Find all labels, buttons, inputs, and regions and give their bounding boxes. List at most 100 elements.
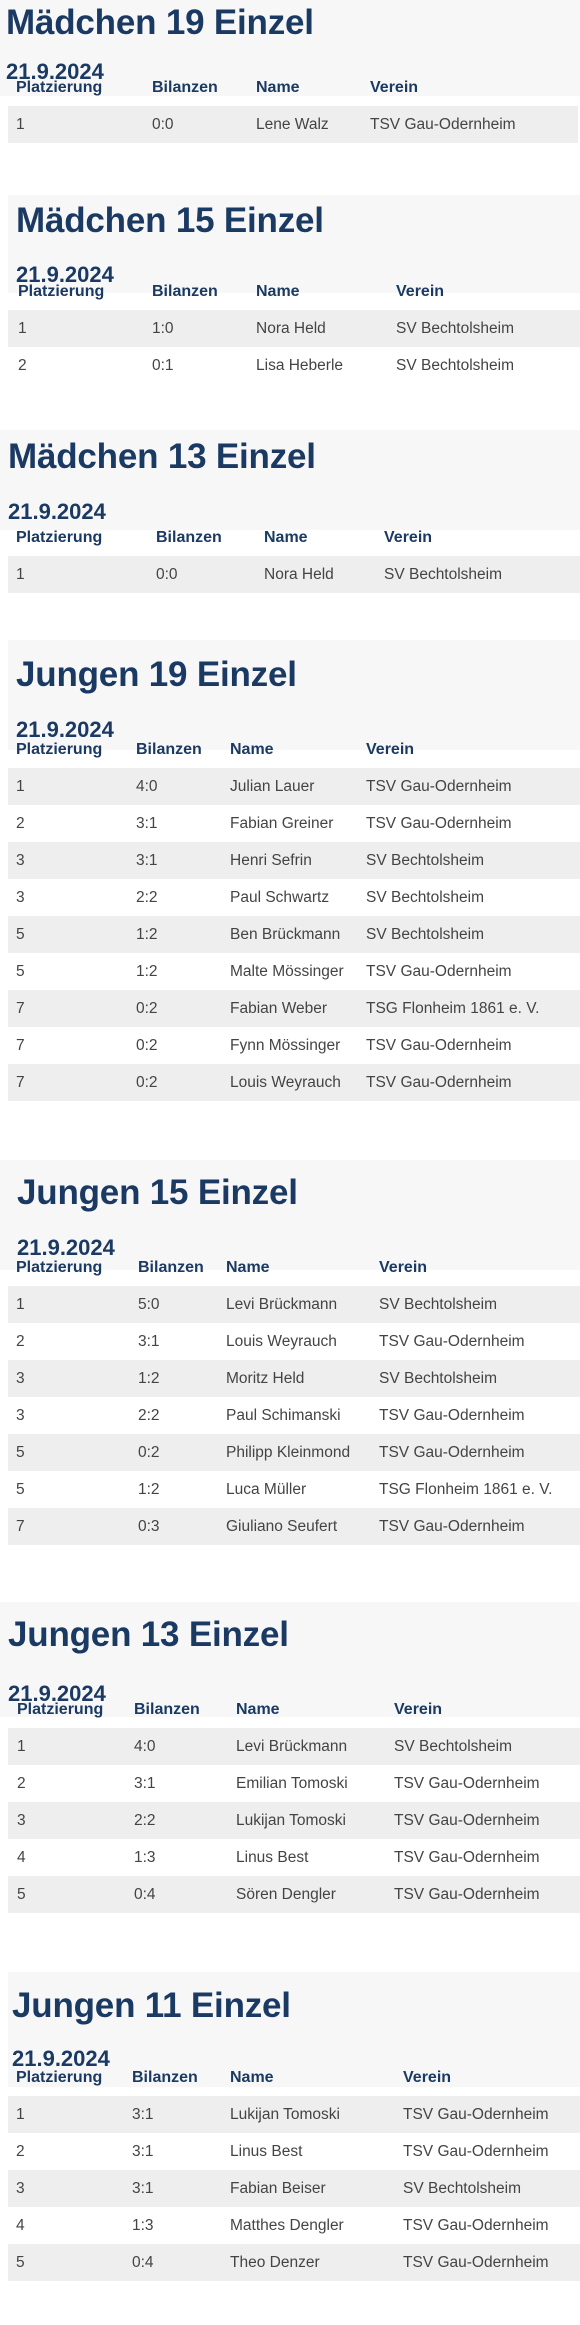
cell-verein: TSG Flonheim 1861 e. V.	[366, 999, 540, 1017]
column-header-bilanzen: Bilanzen	[138, 1258, 204, 1276]
cell-platzierung: 3	[16, 1369, 25, 1387]
cell-name: Levi Brückmann	[236, 1737, 348, 1755]
cell-verein: TSV Gau-Odernheim	[366, 1073, 512, 1091]
table-row: 3 2:2 Paul Schwartz SV Bechtolsheim	[8, 879, 580, 916]
column-header-verein: Verein	[394, 1700, 443, 1718]
results-table: Platzierung Bilanzen Name Verein 1 4:0 Levi Br…	[8, 1691, 580, 1913]
cell-bilanzen: 5:0	[138, 1295, 160, 1313]
cell-bilanzen: 4:0	[136, 777, 158, 795]
cell-name: Theo Denzer	[230, 2253, 320, 2271]
column-header-verein: Verein	[379, 1258, 428, 1276]
cell-platzierung: 2	[16, 814, 25, 832]
cell-bilanzen: 1:3	[132, 2216, 154, 2234]
cell-platzierung: 3	[16, 851, 25, 869]
table-row: 5 0:4 Sören Dengler TSV Gau-Odernheim	[8, 1876, 580, 1913]
cell-bilanzen: 1:2	[136, 962, 158, 980]
column-header-name: Name	[236, 1700, 280, 1718]
section-header: Jungen 13 Einzel 21.9.2024	[0, 1602, 580, 1717]
cell-verein: SV Bechtolsheim	[396, 356, 515, 374]
cell-name: Matthes Dengler	[230, 2216, 344, 2234]
cell-verein: TSV Gau-Odernheim	[366, 962, 512, 980]
cell-name: Lene Walz	[256, 115, 329, 133]
cell-verein: TSV Gau-Odernheim	[403, 2142, 549, 2160]
column-header-platzierung: Platzierung	[16, 78, 103, 96]
cell-bilanzen: 2:2	[136, 888, 158, 906]
section-header: Mädchen 19 Einzel 21.9.2024	[0, 0, 580, 96]
table-row: 5 0:4 Theo Denzer TSV Gau-Odernheim	[8, 2244, 580, 2281]
results-table: Platzierung Bilanzen Name Verein 1 0:0 Lene Wa…	[8, 69, 578, 143]
cell-bilanzen: 1:2	[136, 925, 158, 943]
cell-name: Lisa Heberle	[256, 356, 344, 374]
cell-name: Philipp Kleinmond	[226, 1443, 351, 1461]
table-header-row: Platzierung Bilanzen Name Verein	[8, 69, 578, 106]
table-row: 2 3:1 Louis Weyrauch TSV Gau-Odernheim	[8, 1323, 580, 1360]
cell-bilanzen: 0:4	[134, 1885, 156, 1903]
table-row: 1 0:0 Nora Held SV Bechtolsheim	[8, 556, 580, 593]
cell-platzierung: 2	[17, 1774, 26, 1792]
section-jungen-19-einzel: Jungen 19 Einzel 21.9.2024	[8, 640, 580, 750]
cell-verein: TSV Gau-Odernheim	[403, 2105, 549, 2123]
cell-bilanzen: 0:4	[132, 2253, 154, 2271]
cell-bilanzen: 3:1	[136, 851, 158, 869]
cell-verein: SV Bechtolsheim	[366, 925, 485, 943]
table-row: 5 1:2 Malte Mössinger TSV Gau-Odernheim	[8, 953, 580, 990]
cell-platzierung: 2	[16, 2142, 25, 2160]
section-date: 21.9.2024	[17, 1235, 115, 1260]
table-row: 2 3:1 Fabian Greiner TSV Gau-Odernheim	[8, 805, 580, 842]
cell-platzierung: 7	[16, 1073, 25, 1091]
column-header-bilanzen: Bilanzen	[132, 2068, 198, 2086]
cell-bilanzen: 2:2	[134, 1811, 156, 1829]
results-table: Platzierung Bilanzen Name Verein 1 5:0 Levi Br…	[8, 1249, 580, 1545]
cell-name: Paul Schwartz	[230, 888, 330, 906]
section-header: Mädchen 15 Einzel 21.9.2024	[8, 195, 580, 293]
results-table: Platzierung Bilanzen Name Verein 1 1:0 Nora He…	[8, 273, 580, 384]
cell-bilanzen: 0:3	[138, 1517, 160, 1535]
cell-bilanzen: 0:0	[156, 565, 178, 583]
cell-bilanzen: 0:1	[152, 356, 174, 374]
cell-name: Sören Dengler	[236, 1885, 336, 1903]
cell-verein: SV Bechtolsheim	[396, 319, 515, 337]
table-row: 4 1:3 Matthes Dengler TSV Gau-Odernheim	[8, 2207, 580, 2244]
cell-name: Moritz Held	[226, 1369, 305, 1387]
cell-name: Emilian Tomoski	[236, 1774, 348, 1792]
table-row: 1 5:0 Levi Brückmann SV Bechtolsheim	[8, 1286, 580, 1323]
column-header-bilanzen: Bilanzen	[152, 282, 218, 300]
column-header-verein: Verein	[396, 282, 445, 300]
table-row: 3 3:1 Fabian Beiser SV Bechtolsheim	[8, 2170, 580, 2207]
section-header: Jungen 19 Einzel 21.9.2024	[8, 640, 580, 750]
column-header-name: Name	[256, 78, 300, 96]
table-row: 5 1:2 Ben Brückmann SV Bechtolsheim	[8, 916, 580, 953]
cell-verein: SV Bechtolsheim	[394, 1737, 513, 1755]
section-jungen-15-einzel: Jungen 15 Einzel 21.9.2024	[0, 1160, 580, 1270]
cell-verein: TSV Gau-Odernheim	[403, 2253, 549, 2271]
cell-bilanzen: 1:0	[152, 319, 174, 337]
section-date: 21.9.2024	[12, 2046, 110, 2071]
cell-verein: TSV Gau-Odernheim	[370, 115, 516, 133]
cell-platzierung: 7	[16, 1036, 25, 1054]
table-header-row: Platzierung Bilanzen Name Verein	[8, 519, 580, 556]
column-header-bilanzen: Bilanzen	[136, 740, 202, 758]
cell-platzierung: 5	[16, 1443, 25, 1461]
cell-name: Lukijan Tomoski	[230, 2105, 340, 2123]
table-row: 2 3:1 Emilian Tomoski TSV Gau-Odernheim	[8, 1765, 580, 1802]
cell-verein: TSV Gau-Odernheim	[394, 1811, 540, 1829]
cell-name: Fynn Mössinger	[230, 1036, 341, 1054]
cell-platzierung: 1	[17, 1737, 26, 1755]
column-header-platzierung: Platzierung	[16, 2068, 103, 2086]
cell-platzierung: 4	[16, 2216, 25, 2234]
table-row: 7 0:2 Louis Weyrauch TSV Gau-Odernheim	[8, 1064, 580, 1101]
table-row: 2 0:1 Lisa Heberle SV Bechtolsheim	[8, 347, 580, 384]
column-header-platzierung: Platzierung	[17, 1700, 104, 1718]
table-row: 3 1:2 Moritz Held SV Bechtolsheim	[8, 1360, 580, 1397]
cell-platzierung: 3	[17, 1811, 26, 1829]
cell-bilanzen: 0:0	[152, 115, 174, 133]
cell-name: Nora Held	[256, 319, 326, 337]
results-table: Platzierung Bilanzen Name Verein 1 3:1 Lukijan…	[8, 2059, 580, 2281]
column-header-platzierung: Platzierung	[16, 1258, 103, 1276]
cell-verein: SV Bechtolsheim	[384, 565, 503, 583]
column-header-verein: Verein	[384, 528, 433, 546]
column-header-platzierung: Platzierung	[16, 740, 103, 758]
cell-platzierung: 5	[16, 2253, 25, 2271]
cell-platzierung: 1	[16, 565, 25, 583]
cell-bilanzen: 3:1	[136, 814, 158, 832]
